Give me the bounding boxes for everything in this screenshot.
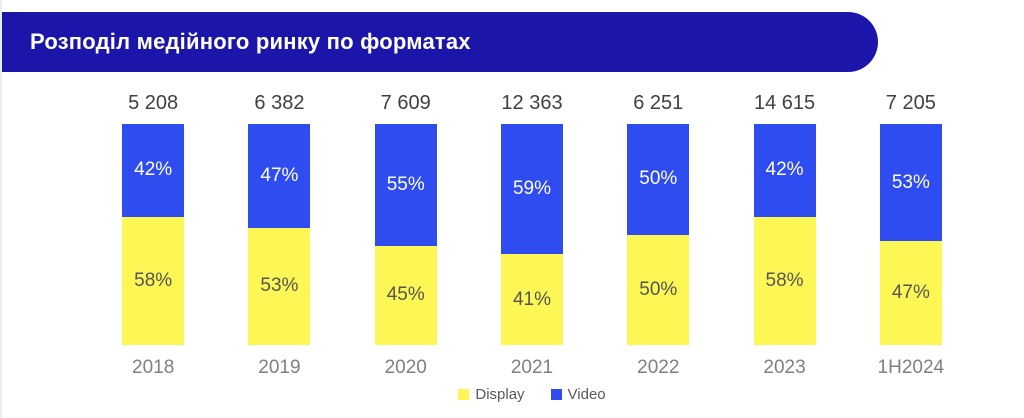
bar-total-label: 7 609 [380,92,431,114]
video-segment: 55% [374,124,437,246]
display-segment: 47% [879,241,942,345]
x-axis-label: 2023 [763,357,806,378]
bar-total-label: 5 208 [128,92,179,114]
stacked-bar: 59% 41% [500,124,563,345]
stacked-bar-chart: 5 208 42% 58% 2018 6 382 47% 53% 2019 7 609 55% 45… [90,84,974,379]
display-segment: 50% [627,234,690,345]
legend-label-display: Display [475,386,525,403]
x-axis-label: 2019 [258,357,301,378]
display-segment: 53% [248,227,311,345]
stacked-bar: 50% 50% [627,124,690,345]
x-axis-label: 2021 [510,357,554,378]
x-axis-label: 2020 [384,357,427,378]
legend-item-video: Video [550,386,606,403]
page-title: Розподіл медійного ринку по форматах [30,29,471,54]
legend-item-display: Display [458,386,525,403]
display-swatch-icon [458,389,470,400]
video-segment: 42% [753,124,816,217]
chart-column-2023: 14 615 42% 58% 2023 [721,84,847,379]
video-segment: 59% [500,124,563,255]
chart-column-2019: 6 382 47% 53% 2019 [216,84,342,379]
title-banner: Розподіл медійного ринку по форматах [2,12,878,72]
legend-label-video: Video [567,386,606,403]
display-segment: 45% [374,245,437,345]
stacked-bar: 42% 58% [753,124,816,345]
bar-total-label: 6 382 [254,92,305,114]
bar-total-label: 6 251 [633,92,684,114]
chart-column-1H2024: 7 205 53% 47% 1H2024 [848,84,974,379]
stacked-bar: 55% 45% [374,124,437,345]
x-axis-label: 2022 [637,357,680,378]
video-segment: 50% [627,124,690,235]
chart-column-2022: 6 251 50% 50% 2022 [595,84,721,379]
display-segment: 41% [500,254,563,345]
video-segment: 47% [248,124,311,228]
stacked-bar: 53% 47% [879,124,942,345]
chart-column-2018: 5 208 42% 58% 2018 [90,84,216,379]
video-segment: 42% [122,124,185,217]
display-segment: 58% [122,216,185,345]
x-axis-label: 2018 [132,357,175,378]
video-swatch-icon [550,389,562,400]
bar-total-label: 7 205 [885,92,936,114]
chart-column-2020: 7 609 55% 45% 2020 [343,84,469,379]
stacked-bar: 42% 58% [122,124,185,345]
stacked-bar: 47% 53% [248,124,311,345]
chart-column-2021: 12 363 59% 41% 2021 [469,84,595,379]
chart-legend: Display Video [90,386,974,403]
display-segment: 58% [753,216,816,345]
bar-total-label: 12 363 [501,92,563,114]
bar-total-label: 14 615 [753,92,816,114]
video-segment: 53% [879,124,942,242]
x-axis-label: 1H2024 [877,357,945,378]
